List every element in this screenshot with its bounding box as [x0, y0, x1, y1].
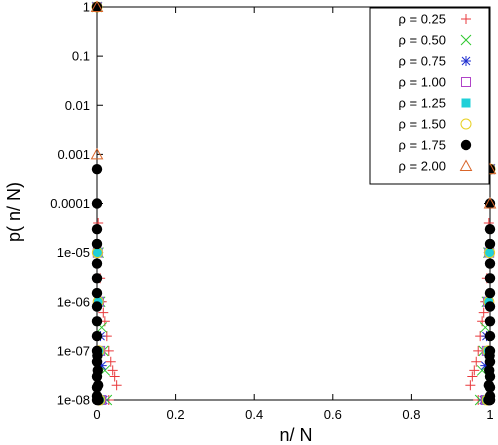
data-point [484, 287, 496, 299]
data-point [484, 248, 494, 258]
data-point [483, 394, 494, 406]
data-point [467, 371, 478, 382]
data-point [484, 350, 495, 361]
data-point [478, 307, 489, 318]
data-point [90, 147, 104, 160]
series-7 [91, 1, 496, 406]
data-point [91, 198, 103, 209]
data-point [91, 223, 103, 235]
data-point [465, 380, 476, 391]
legend-marker [460, 139, 472, 151]
y-tick-label: 0.0001 [50, 196, 90, 211]
data-point [91, 1, 103, 13]
data-point [91, 163, 103, 175]
data-point [91, 238, 103, 250]
data-point [105, 356, 116, 367]
legend-label: ρ = 1.75 [398, 138, 446, 153]
x-tick-label: 0.8 [402, 407, 420, 422]
data-point [484, 316, 496, 327]
data-point [92, 380, 104, 391]
legend-label: ρ = 0.25 [398, 12, 446, 27]
y-tick-label: 1e-07 [57, 343, 90, 358]
legend-marker [460, 34, 472, 46]
data-point [473, 345, 484, 356]
data-point [92, 365, 103, 376]
legend-marker [461, 77, 471, 87]
x-tick-label: 0 [93, 407, 100, 422]
y-tick-label: 1e-08 [57, 393, 90, 408]
x-tick-label: 0.6 [324, 407, 342, 422]
data-point [480, 360, 491, 371]
x-tick-label: 0.4 [245, 407, 263, 422]
data-point [483, 196, 497, 209]
legend-marker [460, 118, 472, 130]
data-point [484, 223, 496, 235]
legend-marker [461, 56, 471, 66]
legend-label: ρ = 1.00 [398, 75, 446, 90]
y-axis-label: p( n/ N) [4, 182, 24, 242]
data-point [91, 287, 103, 299]
data-point [93, 394, 104, 406]
data-point [93, 248, 103, 258]
data-point [91, 273, 103, 284]
data-point [92, 350, 103, 361]
data-point [109, 371, 120, 382]
data-point [484, 301, 496, 312]
data-point [91, 301, 103, 312]
y-tick-label: 1e-05 [57, 245, 90, 260]
data-point [471, 356, 482, 367]
data-point [111, 380, 122, 391]
data-point [96, 360, 107, 371]
y-tick-label: 1 [83, 0, 90, 15]
data-point [107, 365, 118, 376]
legend-marker [459, 159, 473, 171]
data-point [98, 307, 109, 318]
y-tick-label: 1e-06 [57, 294, 90, 309]
data-point [484, 365, 495, 376]
legend-marker [461, 98, 471, 108]
data-point [90, 0, 104, 12]
x-tick-label: 1 [486, 407, 493, 422]
legend-marker [461, 14, 471, 24]
data-point [484, 330, 496, 342]
data-point [484, 273, 496, 284]
y-tick-label: 0.1 [72, 49, 90, 64]
x-tick-label: 0.2 [167, 407, 185, 422]
data-point [483, 380, 495, 391]
legend-label: ρ = 0.75 [398, 54, 446, 69]
data-point [91, 316, 103, 327]
data-point [103, 345, 114, 356]
y-tick-label: 0.01 [65, 98, 90, 113]
data-point [484, 258, 496, 269]
data-point [91, 258, 103, 269]
legend-label: ρ = 2.00 [398, 159, 446, 174]
y-tick-label: 0.001 [57, 147, 90, 162]
legend-label: ρ = 1.50 [398, 117, 446, 132]
legend-label: ρ = 1.25 [398, 96, 446, 111]
data-point [469, 365, 480, 376]
data-point [484, 238, 496, 250]
legend-label: ρ = 0.50 [398, 33, 446, 48]
data-point [484, 198, 496, 209]
x-axis-label: n/ N [279, 425, 312, 445]
data-point [91, 330, 103, 342]
